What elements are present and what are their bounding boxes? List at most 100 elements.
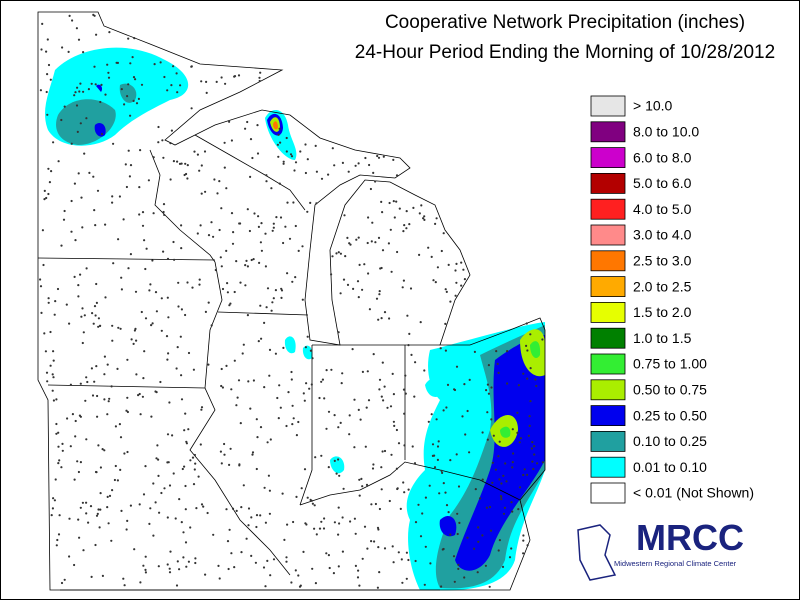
station-dot (180, 308, 183, 311)
legend-swatch (590, 430, 626, 452)
station-dot (352, 287, 355, 290)
station-dot (357, 408, 360, 411)
station-dot (526, 377, 529, 380)
station-dot (389, 228, 392, 231)
station-dot (294, 161, 298, 164)
station-dot (522, 534, 525, 537)
station-dot (99, 100, 102, 104)
station-dot (77, 470, 80, 474)
station-dot (242, 343, 245, 346)
station-dot (112, 262, 115, 265)
station-dot (63, 578, 66, 581)
station-dot (181, 467, 184, 471)
station-dot (120, 276, 123, 279)
station-dot (57, 462, 60, 465)
station-dot (198, 169, 201, 172)
station-dot (200, 192, 203, 195)
station-dot (353, 398, 356, 401)
station-dot (42, 263, 45, 267)
station-dot (157, 474, 160, 477)
station-dot (47, 301, 50, 304)
station-dot (106, 413, 109, 416)
station-dot (434, 281, 437, 284)
station-dot (54, 300, 57, 303)
station-dot (413, 462, 417, 465)
station-dot (56, 287, 60, 291)
station-dot (177, 281, 180, 284)
station-dot (78, 536, 81, 539)
station-dot (407, 558, 410, 562)
station-dot (259, 71, 262, 74)
station-dot (260, 337, 263, 340)
station-dot (106, 363, 109, 366)
station-dot (155, 457, 158, 460)
station-dot (44, 350, 48, 353)
station-dot (383, 311, 387, 314)
station-dot (110, 385, 113, 388)
station-dot (386, 406, 389, 409)
station-dot (233, 290, 236, 294)
station-dot (390, 453, 393, 456)
station-dot (68, 517, 71, 520)
station-dot (297, 420, 300, 424)
station-dot (57, 445, 60, 448)
station-dot (54, 478, 57, 481)
station-dot (101, 448, 104, 451)
station-dot (46, 113, 49, 116)
station-dot (526, 473, 529, 476)
station-dot (228, 463, 231, 466)
station-dot (218, 577, 221, 580)
station-dot (95, 301, 98, 304)
station-dot (168, 567, 171, 570)
station-dot (219, 450, 222, 453)
station-dot (212, 533, 215, 536)
station-dot (236, 396, 239, 399)
station-dot (231, 242, 235, 245)
station-dot (400, 558, 403, 561)
station-dot (323, 397, 326, 400)
station-dot (408, 332, 411, 335)
station-dot (498, 478, 501, 481)
station-dot (205, 80, 208, 83)
station-dot (52, 350, 55, 353)
station-dot (291, 423, 294, 426)
station-dot (157, 458, 160, 461)
station-dot (144, 571, 147, 574)
station-dot (182, 556, 185, 559)
station-dot (348, 414, 351, 417)
station-dot (306, 496, 309, 499)
station-dot (315, 533, 318, 536)
station-dot (290, 370, 293, 374)
station-dot (147, 179, 150, 182)
station-dot (41, 22, 44, 25)
station-dot (41, 229, 45, 232)
station-dot (487, 364, 490, 367)
station-dot (506, 382, 509, 385)
station-dot (93, 209, 96, 212)
station-dot (257, 340, 260, 343)
station-dot (444, 349, 447, 352)
station-dot (166, 563, 169, 566)
station-dot (193, 150, 196, 153)
station-dot (251, 453, 254, 456)
station-dot (49, 364, 52, 367)
station-dot (143, 350, 146, 353)
station-dot (94, 314, 97, 317)
station-dot (126, 410, 129, 414)
station-dot (268, 489, 271, 492)
station-dot (46, 73, 49, 76)
station-dot (295, 495, 298, 498)
station-dot (123, 103, 126, 106)
station-dot (227, 567, 230, 571)
station-dot (454, 269, 457, 272)
logo-caption: Midwestern Regional Climate Center (614, 559, 737, 568)
station-dot (271, 301, 274, 304)
station-dot (485, 506, 488, 509)
station-dot (359, 418, 362, 421)
station-dot (331, 147, 334, 150)
station-dot (232, 231, 235, 234)
station-dot (133, 37, 136, 40)
station-dot (264, 232, 267, 235)
station-dot (154, 501, 157, 504)
station-dot (228, 304, 231, 307)
